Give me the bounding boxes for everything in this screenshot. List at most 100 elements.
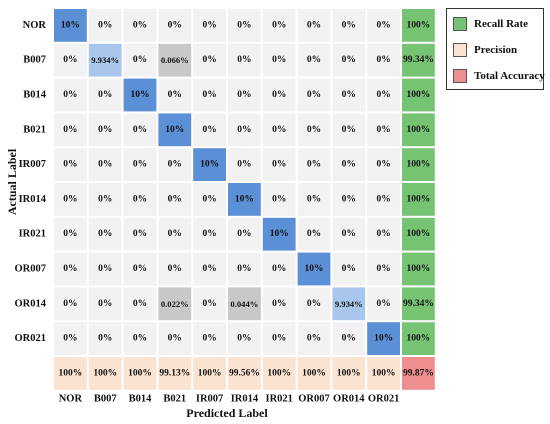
matrix-cell — [88, 78, 122, 112]
matrix-cell — [367, 148, 400, 181]
matrix-cell — [88, 322, 122, 355]
matrix-cell — [193, 322, 226, 355]
recall-value-label: 100% — [407, 264, 431, 274]
cell-value-label: 0% — [133, 55, 147, 65]
matrix-cell — [54, 287, 87, 321]
x-tick-label: IR014 — [231, 393, 259, 404]
matrix-cell — [297, 287, 331, 321]
precision-value-label: 100% — [372, 368, 396, 378]
matrix-cell — [367, 322, 400, 355]
y-tick-label: OR007 — [15, 264, 47, 275]
recall-value-label: 99.34% — [403, 55, 434, 65]
precision-value-label: 100% — [128, 368, 152, 378]
matrix-cell — [193, 287, 226, 321]
precision-value-label: 100% — [267, 368, 291, 378]
matrix-cell — [367, 113, 400, 147]
matrix-cell — [54, 9, 87, 42]
legend-swatch-total-accuracy — [453, 69, 467, 83]
matrix-cell — [123, 113, 157, 147]
cell-value-label: 10% — [131, 90, 150, 100]
cell-value-label: 0% — [272, 264, 286, 274]
matrix-cell — [262, 287, 296, 321]
recall-cell — [402, 148, 435, 181]
x-tick-label: OR014 — [333, 393, 365, 404]
cell-value-label: 0% — [133, 20, 147, 30]
matrix-cell — [228, 9, 261, 42]
cell-value-label: 10% — [61, 20, 80, 30]
matrix-cell — [54, 43, 87, 77]
precision-cell — [367, 357, 400, 390]
matrix-cell — [193, 148, 226, 181]
cell-value-label: 0% — [133, 299, 147, 309]
cell-value-label: 10% — [374, 334, 393, 344]
matrix-cell — [88, 252, 122, 286]
legend-item-precision: Precision — [453, 42, 517, 58]
legend-label-recall: Recall Rate — [474, 18, 529, 30]
matrix-cell — [123, 322, 157, 355]
cell-value-label: 9.934% — [335, 299, 363, 309]
matrix-cell — [297, 183, 331, 216]
cell-value-label: 0% — [376, 125, 390, 135]
matrix-cell — [332, 78, 366, 112]
x-axis-title: Predicted Label — [186, 406, 268, 420]
cell-value-label: 0% — [168, 90, 182, 100]
precision-cell — [123, 357, 157, 390]
matrix-cell — [88, 9, 122, 42]
matrix-cell — [332, 322, 366, 355]
cell-value-label: 0% — [63, 299, 77, 309]
cell-value-label: 0% — [272, 125, 286, 135]
cell-value-label: 0% — [202, 125, 216, 135]
cell-value-label: 0% — [168, 160, 182, 170]
cell-value-label: 0.066% — [161, 55, 189, 65]
cell-value-label: 0% — [376, 90, 390, 100]
matrix-cell — [297, 9, 331, 42]
cell-value-label: 0% — [272, 55, 286, 65]
recall-cell — [402, 322, 435, 355]
y-tick-label: IR021 — [19, 229, 46, 240]
cell-value-label: 0% — [202, 264, 216, 274]
matrix-cell — [262, 113, 296, 147]
cell-value-label: 0% — [202, 229, 216, 239]
legend-swatch-precision — [453, 43, 467, 57]
cell-value-label: 0% — [272, 20, 286, 30]
precision-value-label: 100% — [59, 368, 83, 378]
matrix-cell — [54, 217, 87, 251]
recall-cell — [402, 287, 435, 321]
x-tick-label: B014 — [129, 393, 153, 404]
matrix-cell — [193, 9, 226, 42]
matrix-cell — [123, 252, 157, 286]
legend-label-total-accuracy: Total Accuracy — [474, 70, 545, 82]
matrix-cell — [332, 113, 366, 147]
cell-value-label: 10% — [235, 194, 254, 204]
cell-value-label: 0% — [63, 125, 77, 135]
cell-value-label: 0% — [307, 125, 321, 135]
matrix-cell — [88, 287, 122, 321]
matrix-cell — [158, 252, 192, 286]
matrix-cell — [193, 183, 226, 216]
cell-value-label: 0% — [272, 90, 286, 100]
matrix-cell — [88, 43, 122, 77]
matrix-cell — [262, 43, 296, 77]
matrix-cell — [367, 78, 400, 112]
cell-value-label: 0% — [376, 55, 390, 65]
matrix-cell — [332, 217, 366, 251]
cell-value-label: 0% — [98, 125, 112, 135]
cell-value-label: 0% — [98, 334, 112, 344]
precision-cell — [297, 357, 331, 390]
matrix-cell — [228, 78, 261, 112]
matrix-cell — [54, 252, 87, 286]
total-accuracy-cell — [402, 357, 435, 390]
cell-value-label: 0% — [272, 334, 286, 344]
matrix-cell — [367, 252, 400, 286]
matrix-cell — [332, 287, 366, 321]
matrix-cell — [123, 43, 157, 77]
matrix-cell — [193, 113, 226, 147]
recall-cell — [402, 78, 435, 112]
cell-value-label: 0% — [168, 229, 182, 239]
y-tick-label: B014 — [23, 90, 47, 101]
matrix-cell — [123, 217, 157, 251]
cell-value-label: 0% — [202, 194, 216, 204]
matrix-cell — [228, 252, 261, 286]
cell-value-label: 0% — [98, 20, 112, 30]
recall-value-label: 99.34% — [403, 299, 434, 309]
